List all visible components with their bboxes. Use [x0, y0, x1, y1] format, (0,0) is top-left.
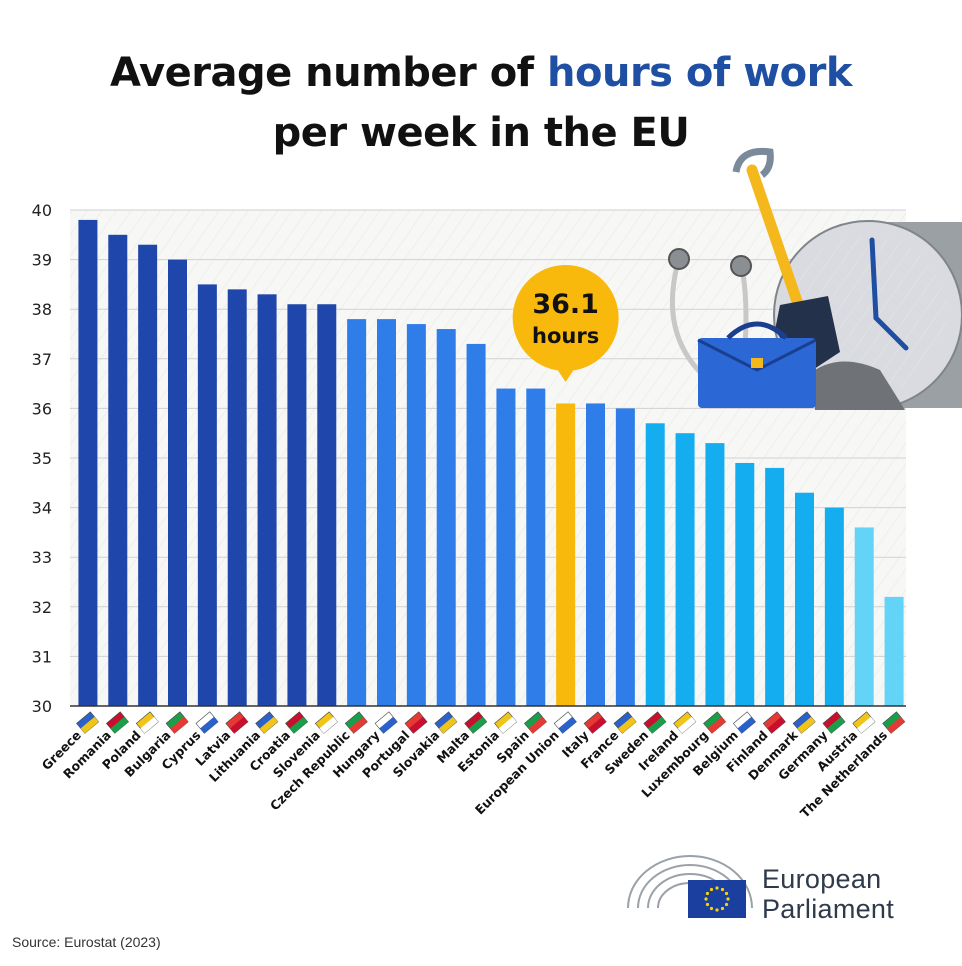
bars — [78, 219, 904, 707]
flag-icon — [314, 711, 338, 734]
flag-icon — [344, 711, 368, 734]
stethoscope-earpiece-right — [730, 255, 752, 277]
chart-title-line1: Average number of hours of work — [0, 50, 962, 96]
flag-icon — [553, 711, 577, 734]
flag-icon — [613, 711, 637, 734]
bar-portugal — [406, 324, 426, 706]
bar-slovenia — [317, 304, 337, 706]
bar-malta — [466, 343, 486, 706]
bar-germany — [824, 507, 844, 706]
source-note: Source: Eurostat (2023) — [12, 934, 161, 950]
bar-belgium — [735, 462, 755, 706]
flag-icon — [165, 711, 189, 734]
shovel-handle — [746, 164, 806, 316]
flag-icon — [643, 711, 667, 734]
bar-lithuania — [257, 294, 277, 706]
callout-value: 36.1 — [532, 289, 599, 320]
european-parliament-logo — [627, 855, 753, 918]
bar-france — [615, 408, 635, 706]
shovel-blade — [775, 296, 840, 375]
x-axis-labels: GreeceRomaniaPolandBulgariaCyprusLatviaL… — [39, 727, 891, 821]
flag-icon — [673, 711, 697, 734]
bar-poland — [138, 244, 158, 706]
callout-pointer — [553, 364, 578, 382]
eu-value-callout: 36.1 hours — [512, 265, 619, 382]
logo-text-european: European — [762, 864, 882, 894]
y-tick-label: 33 — [32, 548, 52, 567]
flag-icon — [494, 711, 518, 734]
flag-icon — [135, 711, 159, 734]
flag-icon — [285, 711, 309, 734]
y-tick-label: 30 — [32, 697, 52, 716]
flag-icon — [703, 711, 727, 734]
bar-czech-republic — [347, 319, 367, 706]
bar-italy — [586, 403, 605, 706]
flag-icon — [792, 711, 816, 734]
clock-hour-hand — [869, 237, 879, 321]
bar-the-netherlands — [884, 596, 904, 706]
bar-luxembourg — [705, 443, 725, 706]
callout-unit: hours — [532, 324, 599, 348]
bar-finland — [765, 467, 785, 706]
briefcase-clasp — [751, 358, 763, 368]
flag-icon — [762, 711, 786, 734]
bar-european-union — [556, 403, 576, 706]
bar-bulgaria — [168, 259, 187, 706]
rock-pile — [812, 361, 905, 410]
title-prefix: Average number of — [110, 50, 548, 96]
bar-latvia — [227, 289, 247, 706]
briefcase-handle — [726, 321, 788, 340]
bar-cyprus — [197, 284, 217, 706]
callout-bubble — [512, 265, 619, 371]
flag-icon — [225, 711, 249, 734]
y-tick-label: 32 — [32, 598, 52, 617]
bar-hungary — [377, 319, 396, 706]
flag-icon — [464, 711, 488, 734]
chart-title-line2: per week in the EU — [272, 110, 690, 156]
y-tick-label: 40 — [32, 201, 52, 220]
flag-icon — [374, 711, 398, 734]
flag-icon — [255, 711, 279, 734]
title-highlight: hours of work — [547, 50, 852, 96]
bar-greece — [78, 219, 98, 707]
y-tick-label: 38 — [32, 300, 52, 319]
shovel-grip — [732, 147, 774, 178]
flag-icon — [852, 711, 876, 734]
bar-ireland — [675, 433, 695, 706]
y-tick-label: 36 — [32, 399, 52, 418]
flag-icon — [105, 711, 129, 734]
eu-stars — [704, 886, 730, 912]
bar-austria — [854, 527, 874, 706]
flag-icon — [195, 711, 219, 734]
flag-icon — [822, 711, 846, 734]
briefcase-flap — [697, 338, 817, 372]
bar-slovakia — [436, 329, 456, 706]
country-flags — [76, 711, 906, 734]
bar-croatia — [287, 304, 307, 706]
logo-text-parliament: Parliament — [762, 894, 895, 924]
flag-icon — [434, 711, 458, 734]
flag-icon — [404, 711, 428, 734]
y-tick-label: 37 — [32, 350, 52, 369]
bar-romania — [108, 234, 128, 707]
flag-icon — [882, 711, 906, 734]
work-illustration — [668, 147, 962, 410]
flag-icon — [76, 711, 100, 734]
flag-icon — [732, 711, 756, 734]
y-axis-ticks: 30 31 32 33 34 35 36 37 38 39 40 — [32, 201, 52, 716]
y-tick-label: 35 — [32, 449, 52, 468]
eu-flag-icon — [688, 880, 746, 918]
bar-spain — [526, 388, 546, 706]
bar-sweden — [645, 423, 665, 706]
flag-icon — [583, 711, 607, 734]
clock-minute-hand — [873, 315, 909, 351]
stethoscope-earpiece-left — [668, 248, 690, 270]
bar-estonia — [496, 388, 516, 706]
y-tick-label: 34 — [32, 499, 52, 518]
y-tick-label: 31 — [32, 647, 52, 666]
flag-icon — [523, 711, 547, 734]
y-tick-label: 39 — [32, 251, 52, 270]
bar-denmark — [795, 492, 814, 706]
